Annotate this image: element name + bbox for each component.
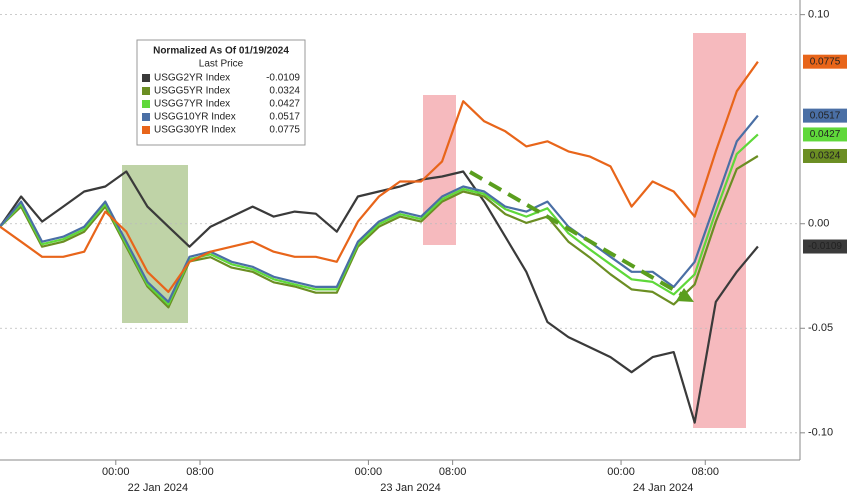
x-tick-label: 00:00: [607, 466, 635, 478]
y-tick-label: -0.05: [808, 322, 833, 334]
series-line: [0, 61, 759, 293]
legend-title: Normalized As Of 01/19/2024: [153, 46, 289, 57]
legend-subtitle: Last Price: [199, 59, 244, 70]
x-tick-label: 00:00: [102, 466, 130, 478]
value-tag: [803, 54, 847, 69]
plot-area: [0, 14, 800, 434]
x-tick-label: 00:00: [355, 466, 383, 478]
y-tick-label: 0.00: [808, 218, 829, 230]
x-tick-label: 08:00: [439, 466, 467, 478]
y-tick-label: -0.10: [808, 427, 833, 439]
x-tick-label: 08:00: [186, 466, 214, 478]
value-tag: [803, 239, 847, 254]
x-group-label: 23 Jan 2024: [380, 482, 441, 494]
legend-value: 0.0427: [269, 99, 300, 110]
legend-swatch: [142, 100, 150, 108]
legend-label: USGG10YR Index: [154, 112, 236, 123]
value-tag-label: 0.0517: [810, 110, 841, 121]
highlight-region: [693, 33, 746, 428]
value-tag: [803, 148, 847, 163]
trend-arrow: [468, 170, 690, 300]
legend-value: 0.0775: [269, 125, 300, 136]
value-tag-label: 0.0324: [810, 151, 841, 162]
legend-label: USGG30YR Index: [154, 125, 236, 136]
legend-label: USGG2YR Index: [154, 73, 230, 84]
legend-swatch: [142, 87, 150, 95]
legend-label: USGG7YR Index: [154, 99, 230, 110]
y-tick-label: 0.10: [808, 9, 829, 21]
value-tag: [803, 108, 847, 123]
series-line: [0, 133, 759, 306]
value-tag: [803, 127, 847, 142]
series-line: [0, 155, 759, 309]
series-line: [0, 170, 759, 424]
legend-label: USGG5YR Index: [154, 86, 230, 97]
value-tag-label: 0.0775: [810, 56, 841, 67]
x-group-label: 24 Jan 2024: [633, 482, 694, 494]
legend-value: 0.0517: [269, 112, 300, 123]
legend-swatch: [142, 113, 150, 121]
legend-box: [136, 39, 306, 146]
legend: Normalized As Of 01/19/2024 Last Price U…: [136, 39, 306, 146]
highlight-region: [423, 95, 456, 245]
series-line: [0, 114, 759, 303]
x-group-label: 22 Jan 2024: [128, 482, 189, 494]
legend-value: 0.0324: [269, 86, 300, 97]
x-tick-label: 08:00: [691, 466, 719, 478]
value-tag-label: -0.0109: [808, 241, 842, 252]
value-tag-label: 0.0427: [810, 129, 841, 140]
legend-value: -0.0109: [266, 73, 300, 84]
trend-arrow-head: [676, 288, 694, 302]
legend-swatch: [142, 126, 150, 134]
legend-swatch: [142, 74, 150, 82]
